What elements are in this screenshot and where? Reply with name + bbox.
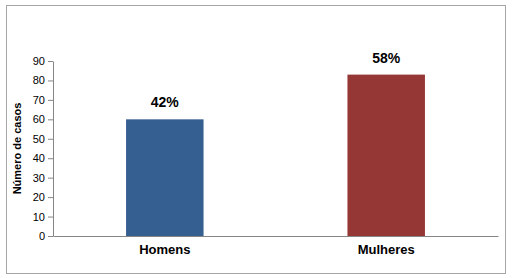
y-tick-label: 10: [33, 211, 45, 223]
x-tick: Mulheres: [358, 236, 415, 257]
x-tick: Homens: [139, 236, 190, 257]
bar: [347, 75, 424, 236]
y-tick-mark: [48, 236, 53, 237]
chart-svg: 0 10 20 30 40 50 60 70 80 90 Homens Mulheres 42% 58% N…: [0, 0, 513, 278]
y-axis: 0 10 20 30 40 50 60 70 80 90: [33, 55, 54, 242]
y-tick-mark: [48, 158, 53, 159]
y-tick: 60: [33, 113, 53, 125]
y-tick: 10: [33, 211, 53, 223]
y-tick-label: 0: [39, 230, 45, 242]
annotation: 42%: [151, 94, 180, 110]
y-tick: 80: [33, 74, 53, 86]
y-tick-mark: [48, 100, 53, 101]
bars: [126, 75, 425, 236]
y-tick-label: 40: [33, 152, 45, 164]
x-tick-label: Homens: [139, 242, 190, 257]
y-tick: 20: [33, 191, 53, 203]
y-tick-label: 60: [33, 113, 45, 125]
y-tick: 70: [33, 94, 53, 106]
x-axis: Homens Mulheres: [54, 236, 499, 257]
plot: 0 10 20 30 40 50 60 70 80 90 Homens Mulheres 42% 58%: [33, 50, 499, 258]
y-tick-mark: [48, 80, 53, 81]
y-tick: 40: [33, 152, 53, 164]
y-tick-label: 20: [33, 191, 45, 203]
y-tick: 0: [39, 230, 53, 242]
y-tick-label: 80: [33, 74, 45, 86]
annotation: 58%: [372, 50, 401, 66]
y-tick-label: 70: [33, 94, 45, 106]
bar: [126, 119, 203, 236]
x-axis-line: [54, 236, 499, 237]
y-tick-mark: [48, 61, 53, 62]
y-tick-label: 50: [33, 133, 45, 145]
y-tick-mark: [48, 119, 53, 120]
y-tick: 90: [33, 55, 53, 67]
y-tick: 30: [33, 172, 53, 184]
y-tick-mark: [48, 139, 53, 140]
y-tick-mark: [48, 217, 53, 218]
annotations: 42% 58%: [151, 50, 401, 111]
y-axis-title: Número de casos: [11, 103, 23, 195]
y-tick-label: 90: [33, 55, 45, 67]
y-tick-label: 30: [33, 172, 45, 184]
y-axis-line: [53, 62, 54, 237]
y-tick-mark: [48, 197, 53, 198]
y-tick-mark: [48, 178, 53, 179]
y-tick: 50: [33, 133, 53, 145]
x-tick-label: Mulheres: [358, 242, 415, 257]
chart-container: 0 10 20 30 40 50 60 70 80 90 Homens Mulheres 42% 58% N…: [0, 0, 513, 278]
chart-frame: [7, 6, 506, 274]
